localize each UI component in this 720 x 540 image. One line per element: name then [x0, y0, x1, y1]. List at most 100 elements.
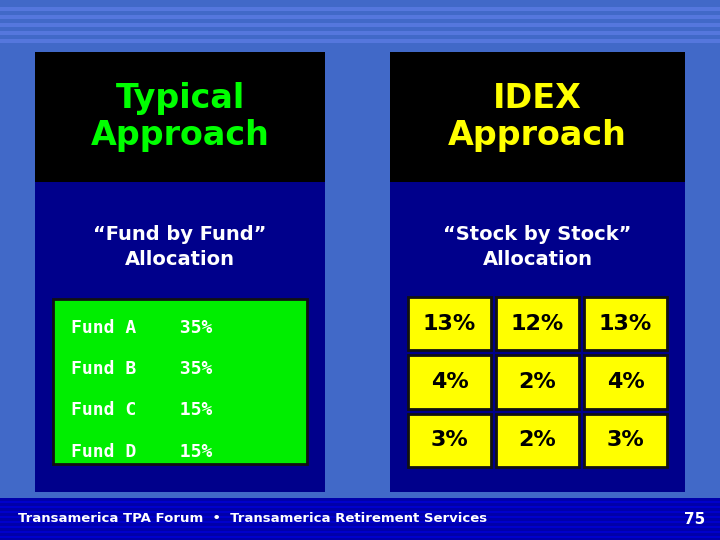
Bar	[0, 521, 720, 523]
Bar	[0, 199, 720, 204]
Bar	[0, 526, 720, 530]
Text: IDEX
Approach: IDEX Approach	[448, 82, 627, 152]
Bar	[0, 119, 720, 124]
Bar	[0, 175, 720, 180]
Bar	[0, 519, 720, 524]
Bar	[496, 355, 579, 409]
Bar	[0, 279, 720, 284]
Bar	[0, 295, 720, 300]
Bar	[0, 247, 720, 252]
Bar	[35, 182, 325, 492]
Bar	[0, 55, 720, 60]
Bar	[0, 526, 720, 528]
Bar	[0, 143, 720, 148]
Bar	[0, 495, 720, 500]
Text: 13%: 13%	[423, 314, 476, 334]
Bar	[0, 7, 720, 11]
Bar	[408, 414, 491, 467]
Bar	[0, 463, 720, 468]
Text: 2%: 2%	[518, 430, 557, 450]
Bar	[0, 503, 720, 508]
Bar	[0, 431, 720, 436]
Bar	[0, 516, 720, 518]
Bar	[0, 531, 720, 533]
Bar	[0, 207, 720, 212]
Bar	[584, 355, 667, 409]
Bar	[0, 191, 720, 196]
Bar	[0, 511, 720, 516]
Text: Typical
Approach: Typical Approach	[91, 82, 269, 152]
Bar	[0, 518, 720, 522]
Bar	[0, 303, 720, 308]
Bar	[0, 63, 720, 68]
Bar	[0, 95, 720, 100]
Bar	[0, 31, 720, 36]
Bar	[0, 255, 720, 260]
Bar	[0, 423, 720, 428]
Bar	[0, 79, 720, 84]
Text: 13%: 13%	[599, 314, 652, 334]
Bar	[0, 319, 720, 324]
Bar	[0, 0, 720, 4]
Bar	[408, 297, 491, 350]
Bar	[0, 487, 720, 492]
Text: 4%: 4%	[607, 372, 644, 392]
Text: Fund C    15%: Fund C 15%	[71, 401, 212, 420]
Bar	[0, 510, 720, 514]
Bar	[0, 415, 720, 420]
Bar	[0, 447, 720, 452]
Bar	[0, 71, 720, 76]
Bar	[0, 183, 720, 188]
Bar	[0, 15, 720, 19]
Bar	[584, 297, 667, 350]
Bar	[0, 23, 720, 27]
Bar	[0, 39, 720, 43]
Bar	[390, 182, 685, 492]
Bar	[0, 535, 720, 540]
Bar	[0, 167, 720, 172]
Text: 75: 75	[684, 511, 705, 526]
Bar	[35, 52, 325, 182]
Bar	[0, 271, 720, 276]
Text: 2%: 2%	[518, 372, 557, 392]
Bar	[0, 407, 720, 412]
Bar	[0, 335, 720, 340]
Bar	[496, 414, 579, 467]
Text: Fund D    15%: Fund D 15%	[71, 443, 212, 461]
Bar	[496, 297, 579, 350]
Text: 3%: 3%	[431, 430, 469, 450]
Bar	[0, 498, 720, 540]
Bar	[0, 502, 720, 506]
Bar	[0, 327, 720, 332]
Bar	[0, 87, 720, 92]
Bar	[0, 231, 720, 236]
Bar	[0, 135, 720, 140]
Bar	[0, 111, 720, 116]
Bar	[0, 151, 720, 156]
Bar	[0, 383, 720, 388]
Bar	[0, 439, 720, 444]
Bar	[0, 7, 720, 12]
Bar	[0, 506, 720, 508]
Bar	[0, 501, 720, 503]
Bar	[0, 239, 720, 244]
Bar	[0, 103, 720, 108]
Text: Fund B    35%: Fund B 35%	[71, 360, 212, 378]
Bar	[0, 375, 720, 380]
Bar	[584, 414, 667, 467]
Bar	[0, 23, 720, 28]
Bar	[0, 536, 720, 538]
Bar	[0, 31, 720, 35]
Bar	[0, 471, 720, 476]
Text: “Fund by Fund”
Allocation: “Fund by Fund” Allocation	[94, 225, 266, 269]
Bar	[0, 367, 720, 372]
Bar	[0, 351, 720, 356]
Bar	[0, 511, 720, 513]
Bar	[0, 359, 720, 364]
Bar	[0, 127, 720, 132]
Bar	[0, 527, 720, 532]
Bar	[0, 15, 720, 20]
Bar	[0, 47, 720, 52]
Bar	[0, 479, 720, 484]
Bar	[0, 215, 720, 220]
